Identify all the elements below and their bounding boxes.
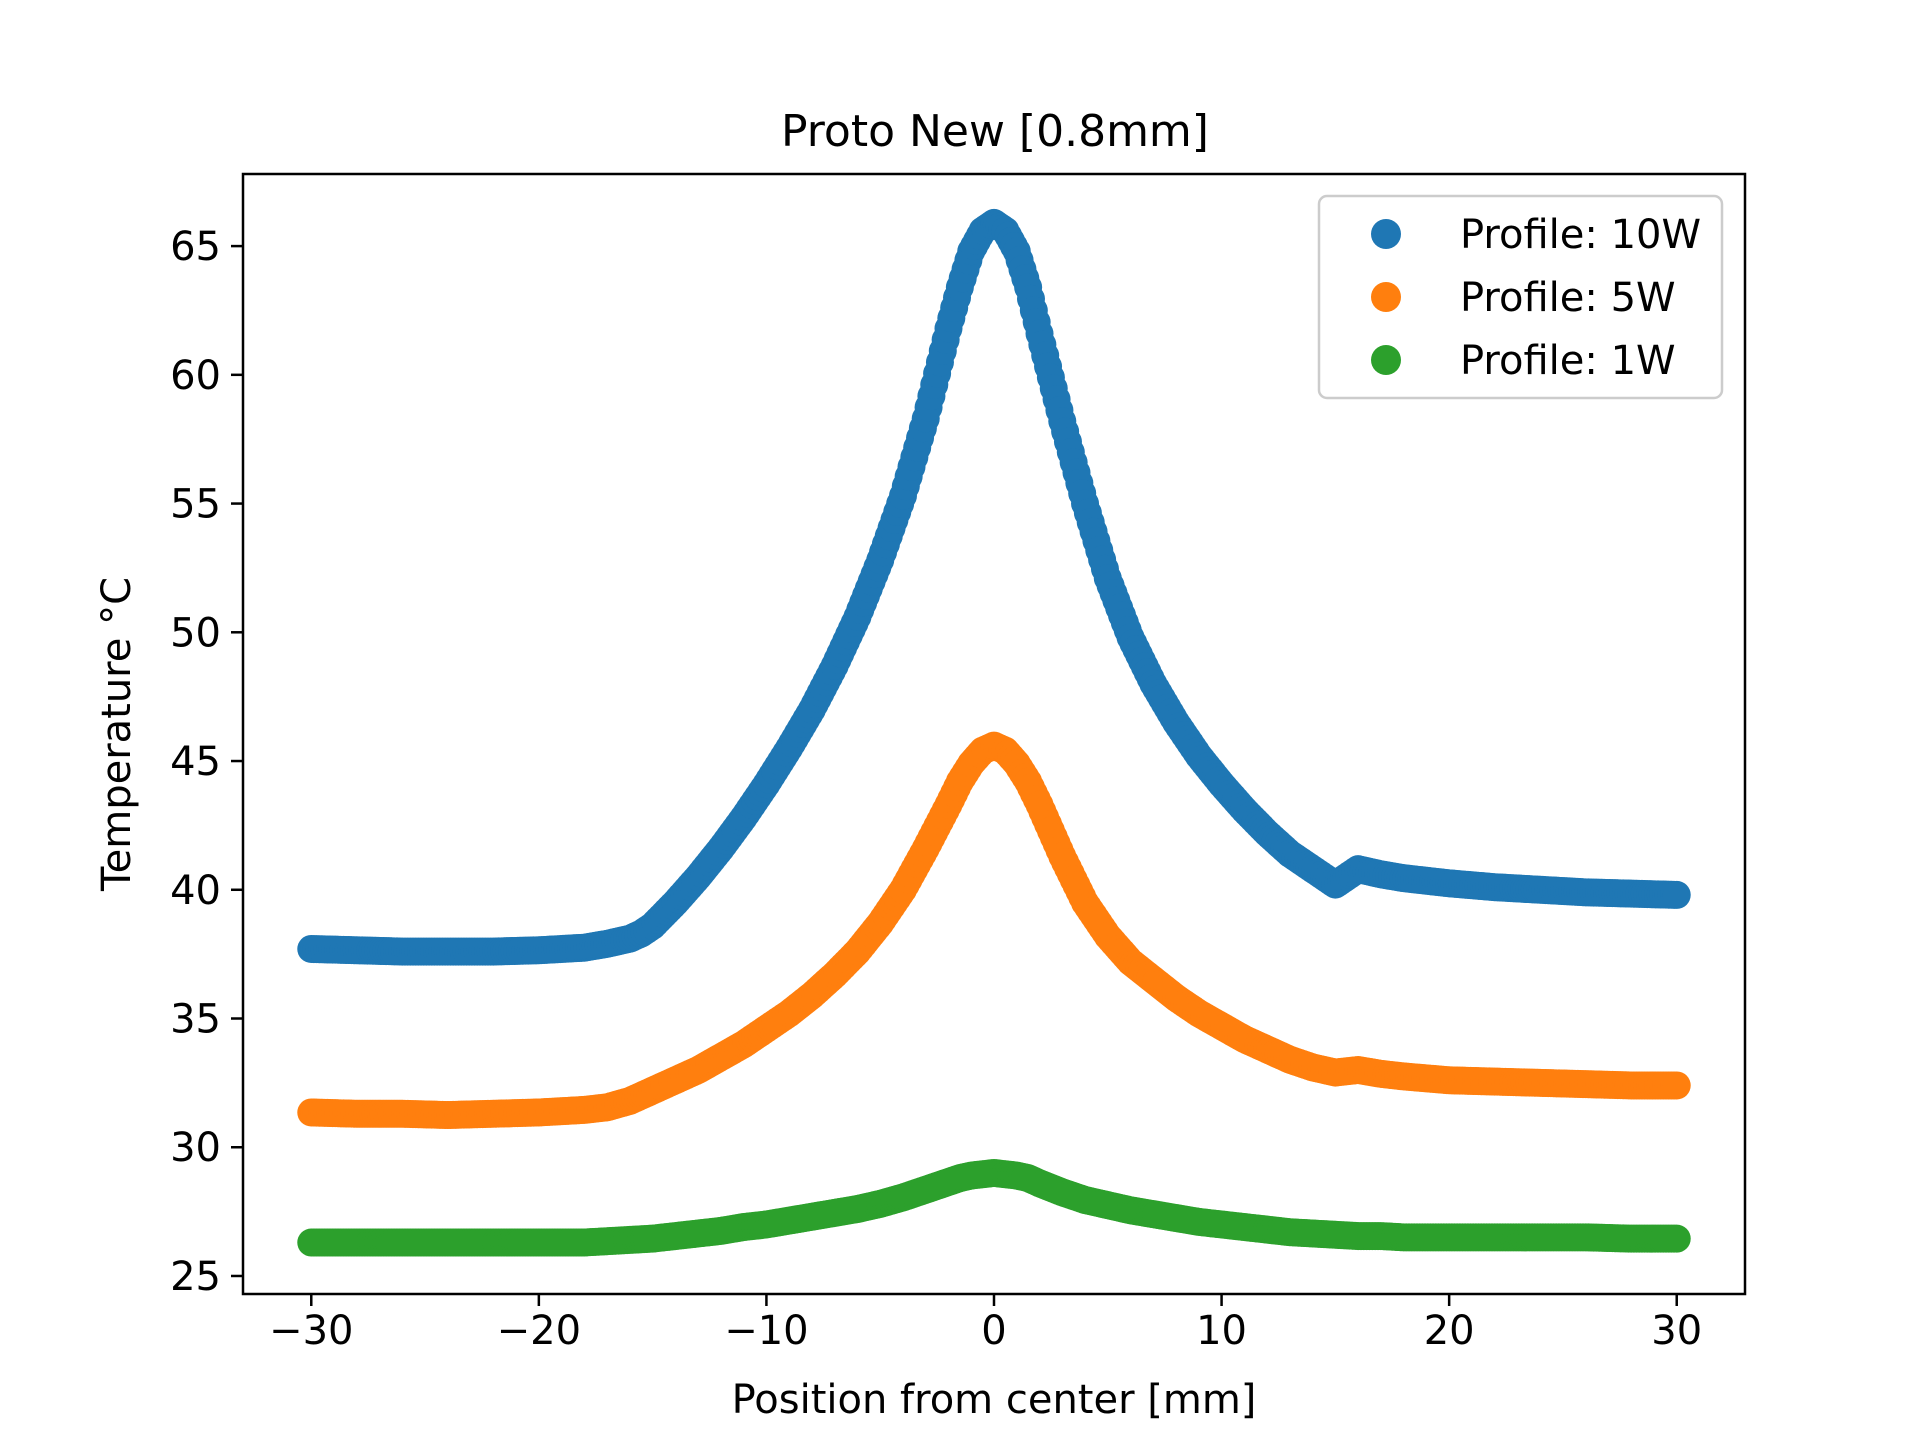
y-tick-label: 55 [170,482,221,528]
y-tick-label: 40 [170,868,221,914]
legend-marker [1371,345,1401,375]
y-axis-ticks: 25 30 35 40 45 50 55 60 65 [170,224,243,1300]
y-tick-label: 45 [170,739,221,785]
x-axis-ticks: −30 −20 −10 0 10 20 30 [269,1294,1702,1354]
y-tick-label: 25 [170,1254,221,1300]
legend-label: Profile: 10W [1460,212,1701,258]
y-axis-label: Temperature °C [94,577,140,892]
x-tick-label: 10 [1196,1308,1247,1354]
data-point [1662,880,1691,909]
x-tick-label: 20 [1424,1308,1475,1354]
legend-frame [1317,194,1724,400]
legend-label: Profile: 5W [1460,275,1676,321]
data-point [1662,1224,1691,1253]
legend-marker [1371,282,1401,312]
legend-items: Profile: 10W Profile: 5W Profile: 1W [1371,212,1701,384]
series-layer [297,208,1691,1257]
x-tick-label: 0 [981,1308,1006,1354]
chart-title: Proto New [0.8mm] [781,106,1209,157]
x-tick-label: 30 [1651,1308,1702,1354]
x-tick-label: −10 [724,1308,808,1354]
legend: Profile: 10W Profile: 5W Profile: 1W [1317,194,1724,400]
y-tick-label: 35 [170,997,221,1043]
x-axis-label: Position from center [mm] [732,1377,1257,1423]
series-3 [297,1158,1691,1257]
series-1 [297,208,1691,966]
y-tick-label: 50 [170,610,221,656]
y-tick-label: 30 [170,1125,221,1171]
legend-label: Profile: 1W [1460,338,1676,384]
legend-marker [1371,219,1401,249]
y-tick-label: 65 [170,224,221,270]
x-tick-label: −30 [269,1308,353,1354]
x-tick-label: −20 [497,1308,581,1354]
series-2 [297,731,1691,1130]
data-point [1662,1071,1691,1100]
y-tick-label: 60 [170,353,221,399]
